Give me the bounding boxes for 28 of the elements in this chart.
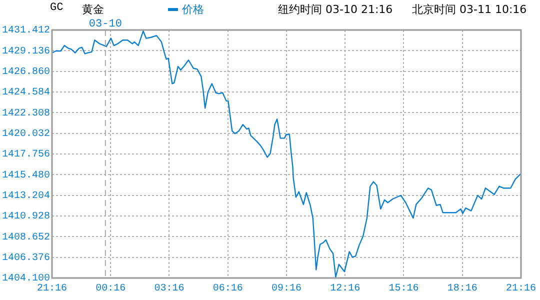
y-tick-label: 1426.860 [2,66,50,78]
x-tick-label: 00:16 [96,284,126,295]
y-tick-label: 1406.376 [2,252,50,264]
chart-title: GC [50,2,64,14]
y-tick-label: 1422.308 [2,108,50,120]
y-tick-label: 1431.412 [2,26,50,37]
y-tick-label: 1424.584 [2,88,50,99]
legend-label: 价格 [181,2,204,17]
text: 北京时间 03-11 10:16 [412,2,527,17]
x-tick-label: 18:16 [447,284,478,295]
y-tick-label: 1415.480 [2,170,50,182]
chart-subtitle: 黄金 [82,2,104,17]
x-tick-label: 06:16 [212,284,243,295]
x-tick-label: 12:16 [330,284,360,295]
x-tick-label: 03:16 [154,284,184,295]
x-tick-label: 09:16 [271,284,302,295]
x-tick-label: 21:16 [506,284,536,295]
y-tick-label: 1420.032 [2,128,50,140]
x-tick-label: 15:16 [388,284,419,295]
y-tick-label: 1413.204 [2,190,50,202]
text: 纽约时间 03-10 21:16 [278,2,393,17]
y-tick-label: 1429.136 [2,46,50,58]
y-tick-label: 1417.756 [2,150,50,161]
ref-line-label: 03-10 [88,18,122,30]
y-tick-label: 1410.928 [2,212,50,223]
y-tick-label: 1404.100 [2,274,50,285]
x-tick-label: 21:16 [36,284,68,295]
y-tick-label: 1408.652 [2,232,50,244]
